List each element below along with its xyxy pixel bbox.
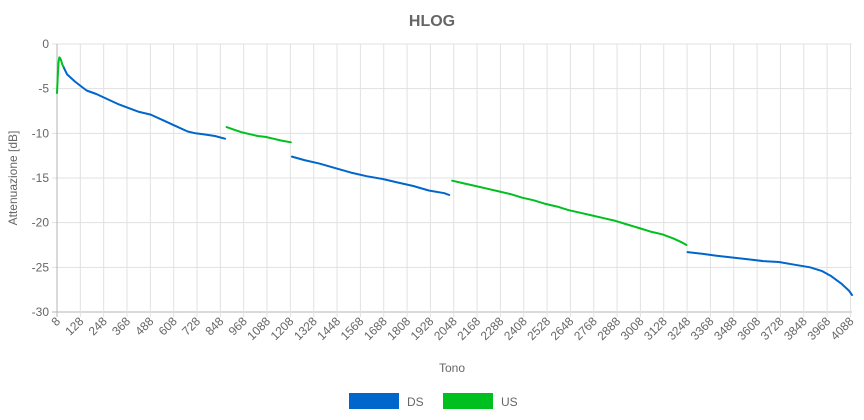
y-tick-label: -20	[32, 216, 50, 230]
x-tick-label: 1568	[338, 314, 367, 343]
x-tick-label: 1808	[384, 314, 413, 343]
x-tick-label: 2288	[478, 314, 507, 343]
y-tick-label: -15	[32, 171, 50, 185]
x-tick-label: 2768	[571, 314, 600, 343]
x-tick-label: 3248	[664, 314, 693, 343]
x-tick-label: 4088	[828, 314, 857, 343]
x-tick-label: 1688	[361, 314, 390, 343]
x-tick-label: 2048	[431, 314, 460, 343]
x-tick-label: 488	[132, 314, 156, 338]
x-tick-label: 248	[86, 314, 110, 338]
x-tick-label: 2648	[548, 314, 577, 343]
x-tick-label: 608	[156, 314, 180, 338]
x-tick-label: 1448	[314, 314, 343, 343]
legend-label-ds[interactable]: DS	[407, 395, 424, 409]
legend-swatch-ds[interactable]	[349, 393, 399, 409]
x-tick-label: 128	[62, 314, 86, 338]
x-tick-label: 2168	[454, 314, 483, 343]
series-line-us	[56, 56, 65, 95]
data-series	[56, 56, 853, 296]
x-tick-label: 1088	[244, 314, 273, 343]
x-axis-label: Tono	[439, 361, 465, 375]
legend-swatch-us[interactable]	[443, 393, 493, 409]
series-line-ds	[62, 65, 226, 140]
y-tick-label: -5	[38, 82, 49, 96]
y-axis-ticks: 0 -5 -10 -15 -20 -25 -30	[32, 37, 50, 319]
x-tick-label: 3008	[618, 314, 647, 343]
x-tick-label: 848	[202, 314, 226, 338]
x-tick-label: 1928	[408, 314, 437, 343]
x-tick-label: 3128	[641, 314, 670, 343]
x-tick-label: 3608	[734, 314, 763, 343]
x-axis-ticks: 8 128 248 368 488 608 728 848 968108812081328144…	[48, 314, 856, 343]
x-tick-label: 3848	[781, 314, 810, 343]
series-line-ds	[686, 251, 853, 296]
legend-label-us[interactable]: US	[501, 395, 518, 409]
series-line-us	[225, 126, 292, 144]
chart-title: HLOG	[409, 13, 455, 30]
y-tick-label: 0	[42, 37, 49, 51]
x-tick-label: 2408	[501, 314, 530, 343]
y-tick-label: -10	[32, 126, 50, 140]
x-tick-label: 368	[109, 314, 133, 338]
x-tick-label: 8	[48, 314, 63, 329]
y-tick-label: -30	[32, 305, 50, 319]
y-tick-label: -25	[32, 260, 50, 274]
x-tick-label: 728	[179, 314, 203, 338]
series-line-ds	[290, 155, 451, 196]
y-axis-label: Attenuazione [dB]	[6, 131, 20, 226]
x-tick-label: 3968	[804, 314, 833, 343]
x-tick-label: 2528	[524, 314, 553, 343]
legend: DS US	[349, 393, 518, 409]
series-line-us	[451, 179, 688, 246]
x-tick-label: 1328	[291, 314, 320, 343]
x-tick-label: 1208	[268, 314, 297, 343]
x-tick-label: 3488	[711, 314, 740, 343]
x-tick-label: 3368	[688, 314, 717, 343]
x-tick-label: 2888	[594, 314, 623, 343]
x-tick-label: 3728	[758, 314, 787, 343]
